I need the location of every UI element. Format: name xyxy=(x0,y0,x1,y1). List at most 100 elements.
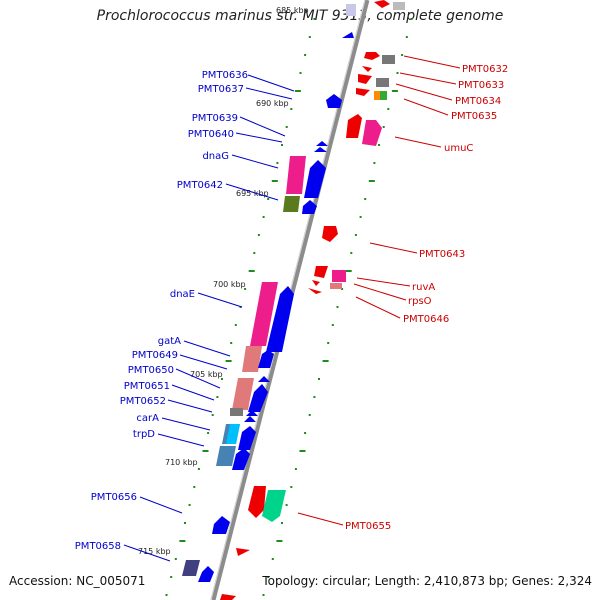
gene-label: PMT0649 xyxy=(132,350,178,361)
scale-tick xyxy=(248,270,255,272)
scale-tick xyxy=(304,432,307,434)
gene-block xyxy=(242,346,262,372)
gene-arrow xyxy=(258,350,274,368)
gene-label: PMT0651 xyxy=(124,381,170,392)
gene-block xyxy=(346,4,356,16)
scale-tick xyxy=(285,504,288,506)
gene-label: PMT0656 xyxy=(91,492,137,503)
scale-tick xyxy=(267,576,270,578)
gene-arrow xyxy=(342,32,354,38)
leader-lines xyxy=(123,55,461,562)
scale-tick xyxy=(350,252,353,254)
scale-tick xyxy=(304,54,307,56)
kbp-label: 690 kbp xyxy=(256,99,289,108)
gene-arrow xyxy=(220,594,236,600)
scale-ticks xyxy=(165,18,413,596)
gene-label: PMT0655 xyxy=(345,521,391,532)
scale-tick xyxy=(322,360,329,362)
scale-tick xyxy=(197,468,200,470)
scale-tick xyxy=(244,288,247,290)
gene-arrow xyxy=(212,516,230,534)
gene-label: PMT0646 xyxy=(403,314,449,325)
scale-tick xyxy=(285,126,288,128)
gene-arrow xyxy=(316,141,328,146)
scale-tick xyxy=(271,180,278,182)
scale-tick xyxy=(299,450,306,452)
accession-label: Accession: NC_005071 xyxy=(9,574,146,588)
scale-tick xyxy=(276,540,283,542)
gene-label: PMT0633 xyxy=(458,80,504,91)
scale-tick xyxy=(345,270,352,272)
scale-tick xyxy=(327,342,330,344)
kbp-label: 700 kbp xyxy=(213,280,246,289)
scale-tick xyxy=(262,216,265,218)
scale-tick xyxy=(405,36,408,38)
gene-label: carA xyxy=(136,413,159,424)
scale-tick xyxy=(359,216,362,218)
scale-tick xyxy=(410,18,413,20)
map-title: Prochlorococcus marinus str. MIT 9313, c… xyxy=(96,8,504,24)
scale-tick xyxy=(211,414,214,416)
gene-block xyxy=(332,270,346,282)
gene-label: PMT0635 xyxy=(451,111,497,122)
scale-tick xyxy=(193,486,196,488)
kbp-label: 715 kbp xyxy=(138,547,171,556)
gene-label: umuC xyxy=(444,143,473,154)
gene-block xyxy=(232,378,254,410)
gene-arrow xyxy=(358,74,372,84)
scale-tick xyxy=(262,594,265,596)
scale-tick xyxy=(257,234,260,236)
gene-label: PMT0642 xyxy=(177,180,223,191)
gene-arrow xyxy=(248,384,268,412)
gene-arrow xyxy=(258,376,270,382)
gene-label: rpsO xyxy=(408,296,432,307)
scale-tick xyxy=(271,558,274,560)
scale-tick xyxy=(184,522,186,524)
gene-block xyxy=(330,283,342,289)
scale-tick xyxy=(170,576,173,578)
gene-block xyxy=(393,2,405,10)
scale-tick xyxy=(396,72,399,74)
gene-block xyxy=(380,91,387,100)
gene-arrow xyxy=(286,156,306,194)
scale-tick xyxy=(281,144,283,146)
scale-tick xyxy=(276,162,279,164)
scale-tick xyxy=(234,324,237,326)
gene-block xyxy=(382,55,395,64)
kbp-label: 705 kbp xyxy=(190,370,223,379)
gene-block xyxy=(376,78,389,87)
gene-label: PMT0658 xyxy=(75,541,121,552)
scale-tick xyxy=(179,540,186,542)
scale-tick xyxy=(230,342,233,344)
gene-block xyxy=(226,424,240,444)
gene-label: PMT0650 xyxy=(128,365,174,376)
scale-tick xyxy=(216,396,219,398)
gene-arrow xyxy=(198,566,214,582)
scale-tick xyxy=(341,288,344,290)
scale-tick xyxy=(308,414,311,416)
gene-block xyxy=(374,91,380,100)
gene-label: ruvA xyxy=(412,282,435,293)
scale-tick xyxy=(253,252,256,254)
gene-arrow xyxy=(302,200,317,214)
gene-arrow xyxy=(232,448,250,470)
scale-tick xyxy=(378,144,380,146)
gene-arrow xyxy=(364,52,380,60)
scale-tick xyxy=(165,594,168,596)
gene-features xyxy=(182,0,405,600)
scale-tick xyxy=(401,54,404,56)
gene-arrow xyxy=(374,0,390,8)
scale-tick xyxy=(336,306,339,308)
gene-arrow xyxy=(244,416,256,422)
gene-block xyxy=(182,560,200,576)
gene-arrow xyxy=(322,226,338,242)
scale-tick xyxy=(294,468,297,470)
gene-label: PMT0643 xyxy=(419,249,465,260)
scale-tick xyxy=(331,324,334,326)
kbp-label: 695 kbp xyxy=(236,189,269,198)
gene-arrow xyxy=(236,548,250,556)
gene-arrow xyxy=(248,486,266,518)
gene-arrow xyxy=(314,266,328,278)
